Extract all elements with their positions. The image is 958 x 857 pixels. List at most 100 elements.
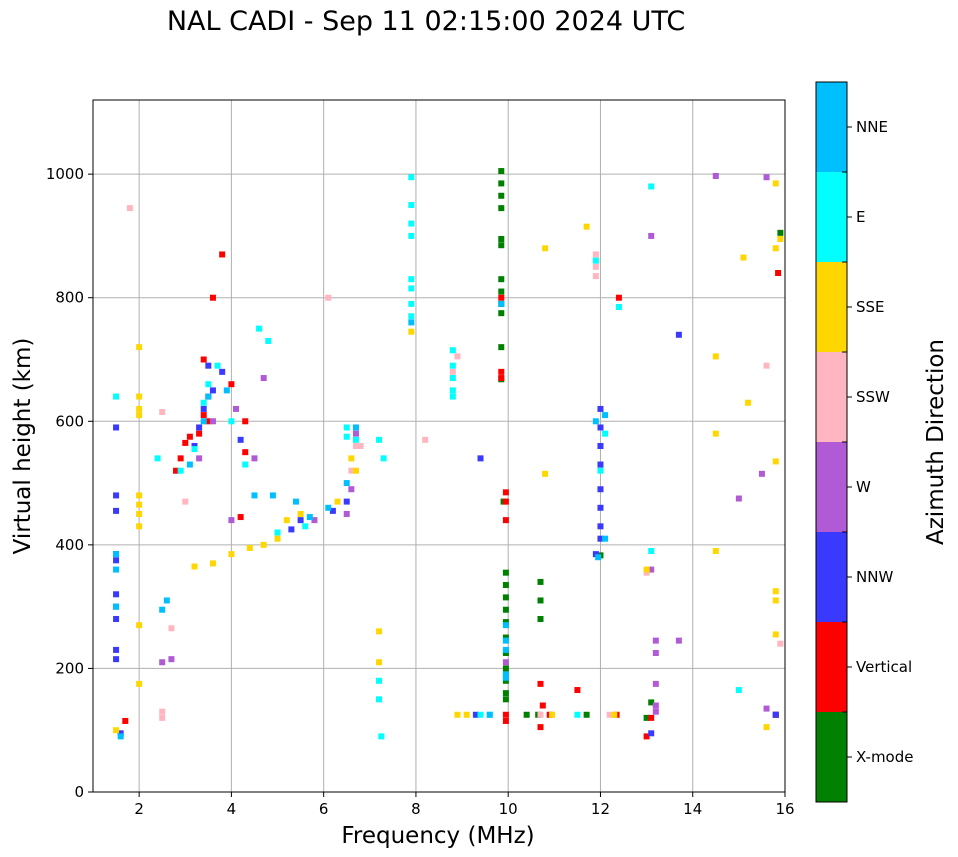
data-point-x-mode xyxy=(498,180,505,187)
data-point-x-mode xyxy=(502,606,509,613)
data-point-sse xyxy=(643,566,650,573)
data-point-nnw xyxy=(597,523,604,530)
data-point-nne xyxy=(502,646,509,653)
data-point-vertical xyxy=(209,294,216,301)
data-point-nnw xyxy=(297,517,304,524)
data-point-sse xyxy=(191,563,198,570)
data-point-vertical xyxy=(200,412,207,419)
data-point-w xyxy=(648,566,655,573)
data-point-ssw xyxy=(159,714,166,721)
data-point-nnw xyxy=(329,507,336,514)
data-point-ssw xyxy=(159,409,166,416)
x-tick-label: 4 xyxy=(227,800,237,818)
data-point-e xyxy=(113,393,120,400)
data-point-nne xyxy=(251,492,258,499)
data-point-vertical xyxy=(502,717,509,724)
data-point-nnw xyxy=(209,387,216,394)
data-point-e xyxy=(242,461,249,468)
y-tick-label: 800 xyxy=(55,289,84,307)
data-point-sse xyxy=(772,631,779,638)
data-point-e xyxy=(735,687,742,694)
data-point-e xyxy=(648,183,655,190)
data-point-nnw xyxy=(597,504,604,511)
data-marks xyxy=(113,168,784,740)
data-point-w xyxy=(260,375,267,382)
data-point-ssw xyxy=(449,368,456,375)
data-point-vertical xyxy=(502,711,509,718)
data-point-nnw xyxy=(113,616,120,622)
data-point-nne xyxy=(343,480,350,487)
data-point-w xyxy=(648,232,655,239)
data-point-sse xyxy=(136,523,143,530)
data-point-nnw xyxy=(648,730,655,737)
data-point-nne xyxy=(408,319,415,326)
data-point-w xyxy=(209,418,216,425)
data-point-x-mode xyxy=(498,344,505,351)
data-point-ssw xyxy=(159,708,166,715)
data-point-x-mode xyxy=(502,582,509,589)
data-point-x-mode xyxy=(537,578,544,585)
data-point-x-mode xyxy=(498,276,505,283)
data-point-nne xyxy=(595,554,602,561)
y-tick-label: 0 xyxy=(74,783,84,801)
data-point-w xyxy=(228,517,235,524)
data-point-nnw xyxy=(191,443,198,449)
data-point-nnw xyxy=(113,591,120,598)
data-point-sse xyxy=(712,353,719,360)
colorbar-swatch-x-mode xyxy=(816,712,847,802)
data-point-w xyxy=(652,637,659,644)
data-point-nne xyxy=(200,418,207,425)
data-point-sse xyxy=(772,588,779,595)
data-point-x-mode xyxy=(583,711,590,718)
colorbar-tick-label: E xyxy=(856,208,865,226)
data-point-vertical xyxy=(502,517,509,524)
data-point-vertical xyxy=(196,430,203,437)
colorbar-swatch-ssw xyxy=(816,352,847,442)
colorbar: X-mode Vertical NNW W SSW SSE E NNE xyxy=(815,81,913,803)
data-point-e xyxy=(343,433,350,440)
data-point-sse xyxy=(260,541,267,548)
data-point-ssw xyxy=(168,625,175,632)
colorbar-swatch-nnw xyxy=(816,532,847,622)
data-point-nne xyxy=(306,514,313,521)
data-point-vertical xyxy=(200,356,207,363)
data-point-x-mode xyxy=(498,236,505,243)
data-point-sse xyxy=(274,535,281,542)
data-point-x-mode xyxy=(537,597,544,604)
data-point-nne xyxy=(159,606,166,613)
data-point-e xyxy=(376,677,383,684)
data-point-nne xyxy=(602,412,609,419)
data-point-nne xyxy=(502,637,509,644)
data-point-e xyxy=(205,381,212,388)
colorbar-swatch-e xyxy=(816,172,847,262)
data-point-w xyxy=(348,486,355,493)
data-point-e xyxy=(265,337,272,344)
data-point-sse xyxy=(463,711,470,718)
data-point-ssw xyxy=(592,273,599,280)
data-point-nne xyxy=(502,674,509,681)
colorbar-tick-label: NNE xyxy=(856,118,888,136)
data-point-w xyxy=(159,659,166,666)
x-tick-label: 2 xyxy=(134,800,144,818)
colorbar-swatch-vertical xyxy=(816,622,847,712)
y-tick-label: 1000 xyxy=(46,165,84,183)
data-point-ssw xyxy=(537,711,544,718)
data-point-e xyxy=(408,313,415,320)
data-point-x-mode xyxy=(537,616,544,622)
data-point-nnw xyxy=(477,455,484,462)
data-point-e xyxy=(648,548,655,555)
x-tick-label: 6 xyxy=(319,800,329,818)
data-point-vertical xyxy=(242,418,249,425)
data-point-x-mode xyxy=(502,619,509,626)
data-point-sse xyxy=(408,328,415,335)
data-point-sse xyxy=(712,548,719,555)
data-point-vertical xyxy=(539,702,546,709)
data-point-w xyxy=(652,708,659,715)
data-point-vertical xyxy=(537,680,544,687)
data-point-nnw xyxy=(200,405,207,412)
x-tick-label: 16 xyxy=(775,800,794,818)
data-point-ssw xyxy=(592,251,599,258)
data-point-e xyxy=(380,455,387,462)
data-point-e xyxy=(376,696,383,703)
